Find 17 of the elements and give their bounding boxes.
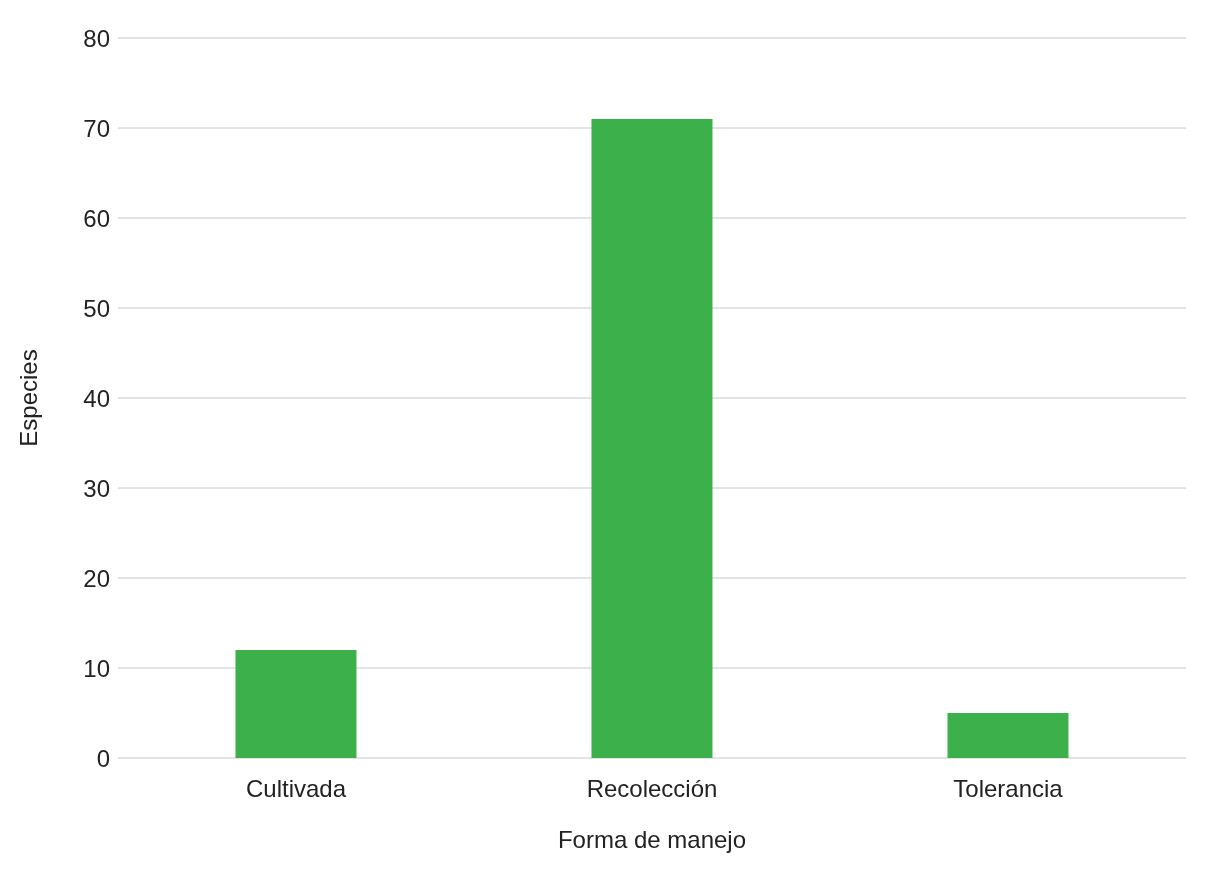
y-tick-label: 20	[83, 564, 110, 592]
bar	[947, 713, 1069, 758]
x-tick-label: Recolección	[586, 775, 718, 803]
y-tick-label: 30	[83, 474, 110, 502]
y-tick-label: 50	[83, 294, 110, 322]
x-tick-label: Cultivada	[245, 775, 347, 803]
y-tick-label: 80	[83, 24, 110, 52]
bar	[235, 650, 357, 758]
bar	[591, 119, 713, 758]
y-tick-label: 0	[96, 744, 110, 772]
x-tick-label: Tolerancia	[953, 775, 1064, 803]
x-axis-title: Forma de manejo	[557, 826, 747, 853]
y-tick-label: 60	[83, 204, 110, 232]
y-axis-title: Especies	[14, 349, 42, 447]
y-tick-label: 70	[83, 114, 110, 142]
y-tick-label: 10	[83, 654, 110, 682]
y-tick-label: 40	[83, 384, 110, 412]
